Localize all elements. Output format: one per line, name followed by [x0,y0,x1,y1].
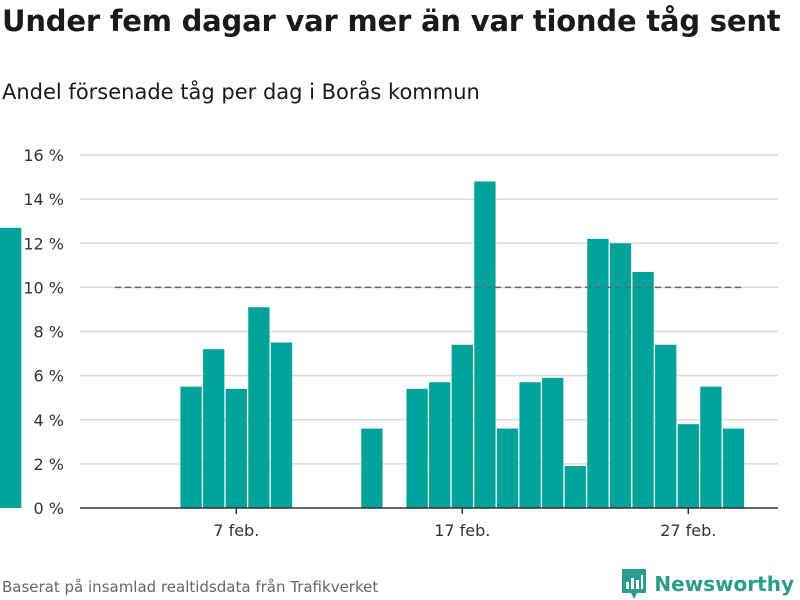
source-note: Baserat på insamlad realtidsdata från Tr… [2,578,379,596]
bar [677,424,699,508]
y-tick-label: 4 % [34,411,64,430]
y-tick-label: 10 % [23,278,64,297]
bar [248,307,270,508]
bar [429,382,451,508]
x-tick-label: 17 feb. [434,521,490,540]
bar [700,386,722,508]
bar [203,349,225,508]
brand-name: Newsworthy [654,572,794,596]
chart-subtitle: Andel försenade tåg per dag i Borås komm… [2,80,480,104]
bar [587,238,609,508]
x-tick-label: 7 feb. [213,521,259,540]
x-tick-label: 27 feb. [660,521,716,540]
bar [474,181,496,508]
bar [542,377,564,508]
y-tick-label: 16 % [23,146,64,165]
newsworthy-logo-icon [622,569,647,599]
bar-chart: 0 % 2 % 4 % 6 % 8 % 10 % 12 % 14 % 16 % 7 feb. 17 … [0,146,778,540]
bar [0,227,22,508]
bar [270,342,293,508]
y-tick-label: 12 % [23,234,64,253]
chart-title: Under fem dagar var mer än var tionde tå… [2,4,781,38]
y-tick-label: 2 % [34,455,64,474]
bar [655,344,677,508]
y-tick-label: 0 % [34,499,64,518]
bar [564,466,586,508]
bar [722,428,745,508]
y-tick-label: 8 % [34,323,64,342]
y-tick-label: 14 % [23,190,64,209]
bar [406,388,428,508]
bar [361,428,383,508]
bar [180,386,202,508]
bar [451,344,473,508]
y-tick-label: 6 % [34,367,64,386]
bar [225,388,247,508]
bar [496,428,519,508]
bar [632,271,654,508]
bar [519,382,541,508]
brand-logo[interactable]: Newsworthy [622,569,794,599]
bar [609,243,632,508]
